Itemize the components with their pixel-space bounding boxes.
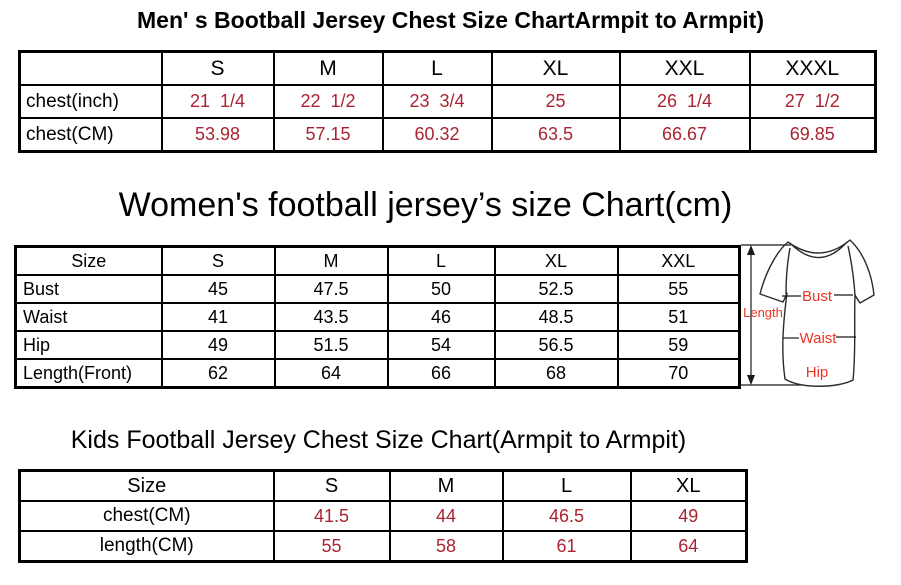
size-value: 64 — [273, 358, 389, 389]
row-label: chest(CM) — [18, 500, 275, 532]
column-header: XL — [629, 469, 748, 502]
size-value: 60.32 — [381, 117, 493, 153]
column-header: S — [160, 245, 276, 276]
column-header: M — [273, 245, 389, 276]
size-value: 68 — [493, 358, 619, 389]
size-value: 58 — [388, 530, 504, 563]
size-value: 21 1/4 — [160, 84, 275, 119]
column-header: M — [388, 469, 504, 502]
size-value: 23 3/4 — [381, 84, 493, 119]
tshirt-icon — [759, 239, 875, 387]
size-value: 27 1/2 — [748, 84, 877, 119]
row-label: Bust — [14, 274, 163, 304]
kids-chart-title: Kids Football Jersey Chest Size Chart(Ar… — [70, 426, 687, 454]
column-header: M — [272, 50, 384, 86]
size-value: 55 — [616, 274, 741, 304]
size-value: 50 — [386, 274, 496, 304]
size-value: 51 — [616, 302, 741, 332]
mens-chart-title: Men' s Bootball Jersey Chest Size ChartA… — [137, 7, 764, 33]
size-value: 22 1/2 — [272, 84, 384, 119]
size-value: 62 — [160, 358, 276, 389]
column-header: XL — [490, 50, 621, 86]
column-header: XL — [493, 245, 619, 276]
size-value: 69.85 — [748, 117, 877, 153]
waist-label: Waist — [800, 330, 838, 347]
size-value: 56.5 — [493, 330, 619, 360]
column-header: L — [386, 245, 496, 276]
column-header: XXXL — [748, 50, 877, 86]
size-value: 63.5 — [490, 117, 621, 153]
length-label: Length — [743, 305, 783, 320]
size-value: 53.98 — [160, 117, 275, 153]
size-value: 54 — [386, 330, 496, 360]
row-label: chest(inch) — [18, 84, 163, 119]
size-value: 49 — [629, 500, 748, 532]
size-value: 55 — [272, 530, 391, 563]
length-arrow — [741, 244, 801, 386]
womens-size-table: Size S M L XL XXL Bust 45 47.5 50 52.5 55 Waist 41 43.… — [14, 245, 741, 389]
row-label: Length(Front) — [14, 358, 163, 389]
size-value: 70 — [616, 358, 741, 389]
column-header: S — [272, 469, 391, 502]
size-value: 41.5 — [272, 500, 391, 532]
size-value: 26 1/4 — [618, 84, 751, 119]
womens-chart-title: Women's football jersey’s size Chart(cm) — [118, 186, 733, 224]
size-value: 59 — [616, 330, 741, 360]
size-value: 66 — [386, 358, 496, 389]
size-value: 46.5 — [501, 500, 632, 532]
column-header: S — [160, 50, 275, 86]
column-header: Size — [14, 245, 163, 276]
size-value: 25 — [490, 84, 621, 119]
size-value: 43.5 — [273, 302, 389, 332]
size-value: 51.5 — [273, 330, 389, 360]
measurement-lines — [782, 294, 856, 339]
size-value: 57.15 — [272, 117, 384, 153]
column-header: Size — [18, 469, 275, 502]
size-value: 46 — [386, 302, 496, 332]
column-header: L — [501, 469, 632, 502]
size-value: 45 — [160, 274, 276, 304]
tshirt-measurement-diagram: Length Bust Waist Hip — [741, 239, 875, 387]
size-value: 49 — [160, 330, 276, 360]
row-label: Hip — [14, 330, 163, 360]
column-header — [18, 50, 163, 86]
size-value: 41 — [160, 302, 276, 332]
row-label: length(CM) — [18, 530, 275, 563]
mens-size-table: S M L XL XXL XXXL chest(inch) 21 1/4 22 1/2 23 3/… — [18, 50, 877, 153]
size-value: 48.5 — [493, 302, 619, 332]
size-value: 66.67 — [618, 117, 751, 153]
size-value: 52.5 — [493, 274, 619, 304]
bust-label: Bust — [802, 288, 833, 305]
row-label: chest(CM) — [18, 117, 163, 153]
column-header: L — [381, 50, 493, 86]
size-value: 61 — [501, 530, 632, 563]
size-value: 64 — [629, 530, 748, 563]
column-header: XXL — [618, 50, 751, 86]
size-value: 44 — [388, 500, 504, 532]
column-header: XXL — [616, 245, 741, 276]
size-value: 47.5 — [273, 274, 389, 304]
hip-label: Hip — [806, 364, 829, 381]
kids-size-table: Size S M L XL chest(CM) 41.5 44 46.5 49 length(CM)… — [18, 469, 748, 563]
row-label: Waist — [14, 302, 163, 332]
